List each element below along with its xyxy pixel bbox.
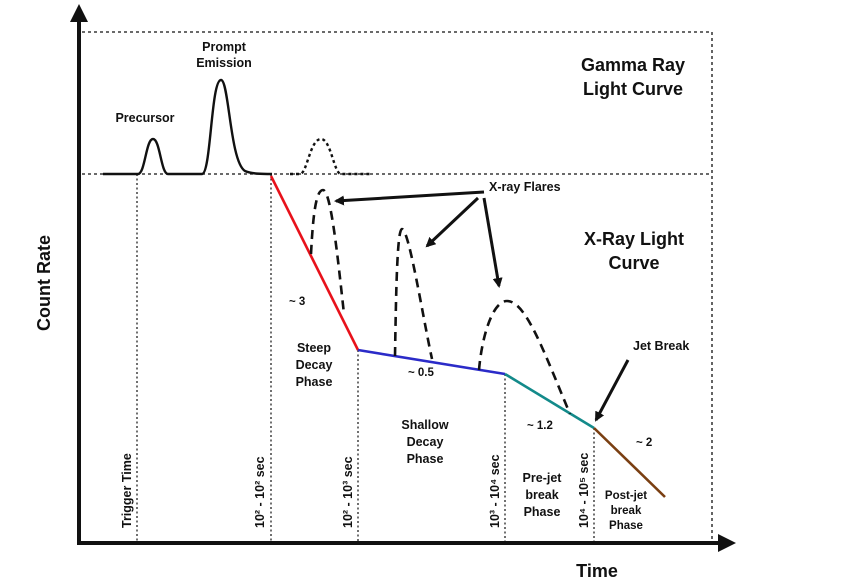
xray-panel-title-line2: Curve xyxy=(608,253,659,273)
time-marker-3-label: 10³ - 10⁴ sec xyxy=(488,454,502,528)
precursor-label: Precursor xyxy=(115,111,174,125)
xray-flares-label: X-ray Flares xyxy=(489,180,561,194)
slope-postjet-label: ~ 2 xyxy=(636,437,652,449)
gamma-ray-curve xyxy=(103,78,372,176)
phase-postjet-line2: break xyxy=(611,505,642,517)
phase-shallow-line1: Shallow xyxy=(401,418,449,432)
prompt-emission-label-line2: Emission xyxy=(196,56,252,70)
slope-shallow-label: ~ 0.5 xyxy=(408,367,435,379)
phase-steep-line3: Phase xyxy=(296,375,333,389)
gamma-baseline-curve xyxy=(103,78,273,176)
y-axis-arrowhead xyxy=(70,4,88,22)
phase-prejet-line2: break xyxy=(525,488,558,502)
flare-arrow-1 xyxy=(334,190,485,206)
gamma-flare-dotted xyxy=(290,137,372,176)
xray-panel-title-line1: X-Ray Light xyxy=(584,229,684,249)
phase-prejet-line1: Pre-jet xyxy=(523,471,563,485)
xray-segments xyxy=(269,175,666,498)
steep-decay-segment xyxy=(269,175,360,351)
phase-prejet-label: Pre-jet break Phase xyxy=(523,471,563,519)
time-marker-4-label: 10⁴ - 10⁵ sec xyxy=(577,453,591,528)
postjet-segment xyxy=(593,427,666,498)
prompt-emission-label-line1: Prompt xyxy=(202,40,247,54)
gamma-panel-title-line1: Gamma Ray xyxy=(581,55,685,75)
flare-arrow-2 xyxy=(425,196,480,248)
phase-steep-label: Steep Decay Phase xyxy=(296,341,333,389)
phase-steep-line2: Decay xyxy=(296,358,333,372)
y-axis-label: Count Rate xyxy=(34,235,54,331)
time-marker-lines xyxy=(136,174,595,541)
phase-steep-line1: Steep xyxy=(297,341,331,355)
phase-postjet-line1: Post-jet xyxy=(605,490,647,502)
phase-prejet-line3: Phase xyxy=(524,505,561,519)
xray-flare-3 xyxy=(477,299,572,415)
axes xyxy=(70,4,736,552)
x-axis-label: Time xyxy=(576,561,618,581)
slope-steep-label: ~ 3 xyxy=(289,296,305,308)
annotation-arrows xyxy=(334,190,630,422)
jet-break-arrow xyxy=(594,359,630,422)
slope-prejet-label: ~ 1.2 xyxy=(527,420,553,432)
trigger-time-label: Trigger Time xyxy=(120,453,134,528)
gamma-panel-title-line2: Light Curve xyxy=(583,79,683,99)
time-marker-1-label: 10² - 10² sec xyxy=(253,456,267,528)
phase-postjet-label: Post-jet break Phase xyxy=(605,490,647,532)
x-axis-arrowhead xyxy=(718,534,736,552)
xray-flares xyxy=(309,188,572,415)
phase-shallow-label: Shallow Decay Phase xyxy=(401,418,449,466)
flare-arrow-3 xyxy=(482,197,503,288)
xray-flare-2 xyxy=(393,227,434,360)
jet-break-label: Jet Break xyxy=(633,339,689,353)
xray-flare-1 xyxy=(309,188,346,315)
phase-shallow-line3: Phase xyxy=(407,452,444,466)
time-marker-2-label: 10² - 10³ sec xyxy=(341,456,355,528)
phase-postjet-line3: Phase xyxy=(609,520,643,532)
phase-shallow-line2: Decay xyxy=(407,435,444,449)
prejet-segment xyxy=(504,372,595,430)
shallow-decay-segment xyxy=(357,348,506,376)
